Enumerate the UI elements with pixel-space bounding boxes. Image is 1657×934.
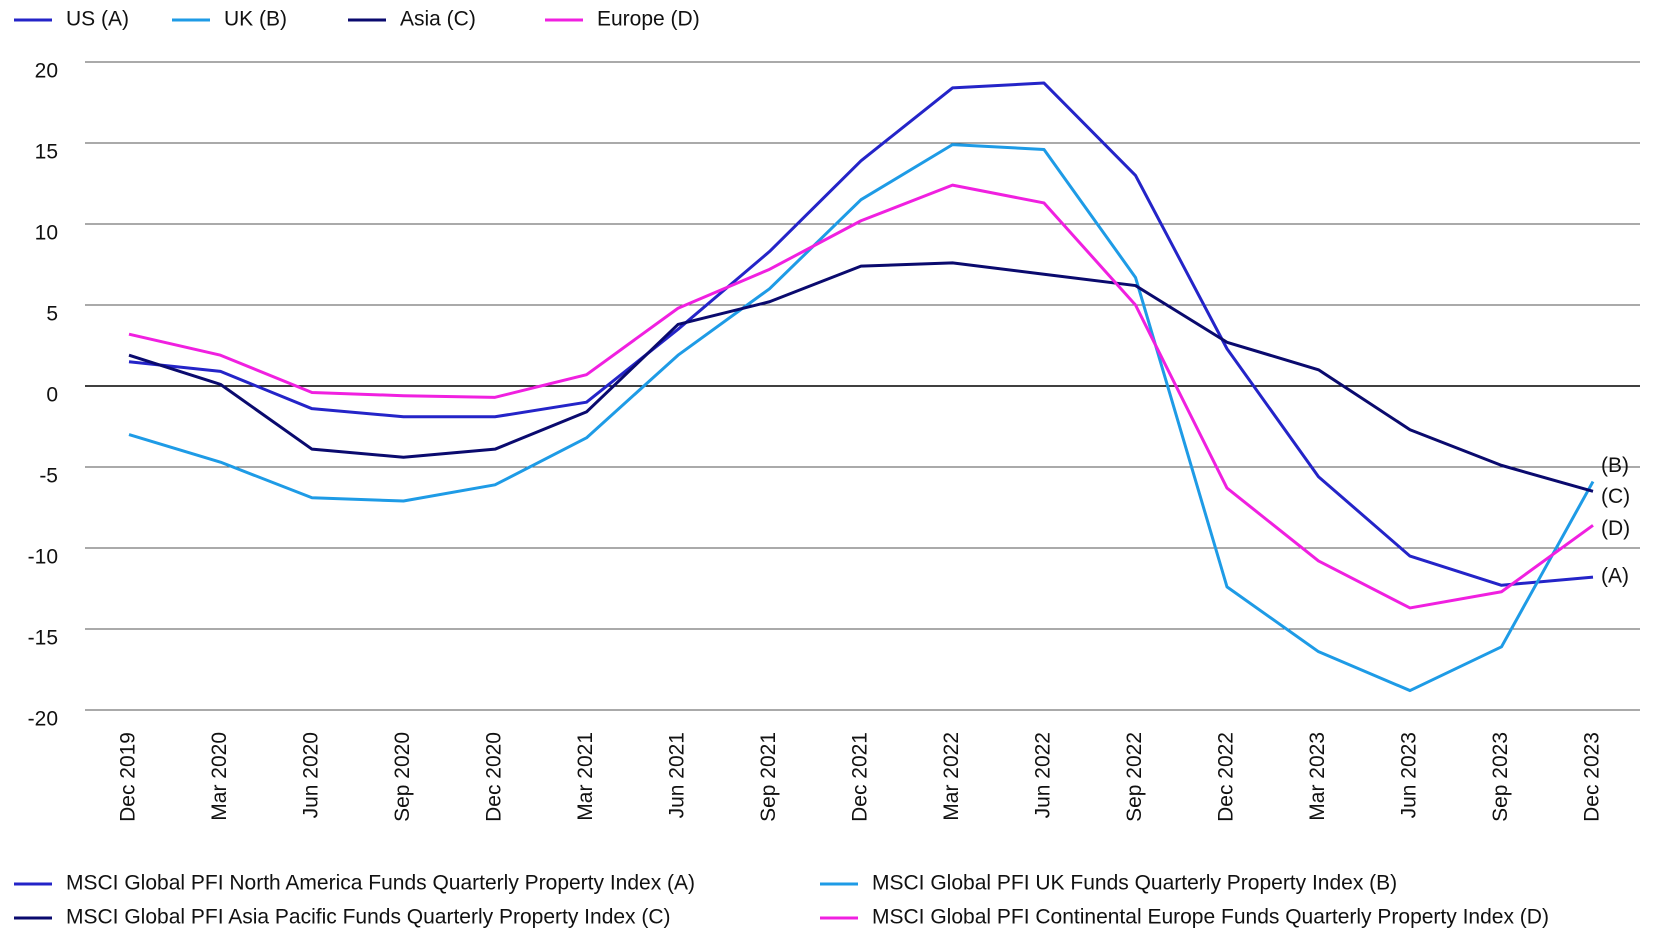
legend-description: MSCI Global PFI Continental Europe Funds… [872,906,1549,929]
x-tick-label: Jun 2023 [1398,732,1421,818]
legend-label: US (A) [66,8,129,31]
x-tick-label: Dec 2022 [1215,732,1238,822]
x-tick-label: Sep 2020 [391,732,414,822]
x-tick-label: Mar 2022 [940,732,963,821]
y-tick-label: -5 [39,465,58,488]
end-label: (C) [1601,485,1630,508]
x-tick-label: Dec 2020 [483,732,506,822]
end-label: (D) [1601,517,1630,540]
end-label: (B) [1601,454,1629,477]
x-tick-label: Sep 2022 [1123,732,1146,822]
end-label: (A) [1601,565,1629,588]
legend-description: MSCI Global PFI UK Funds Quarterly Prope… [872,872,1397,895]
y-tick-label: -15 [28,627,58,650]
y-tick-label: 0 [46,384,58,407]
series-line [128,143,1595,693]
y-tick-label: 5 [46,303,58,326]
y-tick-label: 20 [35,60,58,83]
legend-label: Europe (D) [597,8,700,31]
x-tick-label: Mar 2020 [208,732,231,821]
x-tick-label: Dec 2023 [1581,732,1604,822]
y-tick-label: -20 [28,708,58,731]
legend-label: Asia (C) [400,8,476,31]
y-tick-label: -10 [28,546,58,569]
x-tick-label: Dec 2019 [117,732,140,822]
x-tick-label: Jun 2020 [300,732,323,818]
x-tick-label: Mar 2023 [1306,732,1329,821]
legend-label: UK (B) [224,8,287,31]
legend-description: MSCI Global PFI North America Funds Quar… [66,872,695,895]
x-tick-label: Sep 2023 [1489,732,1512,822]
y-tick-label: 10 [35,222,58,245]
series-line [128,261,1594,493]
legend-description: MSCI Global PFI Asia Pacific Funds Quart… [66,906,671,929]
x-tick-label: Jun 2022 [1032,732,1055,818]
series-line [128,81,1594,587]
x-tick-label: Dec 2021 [849,732,872,822]
x-tick-label: Sep 2021 [757,732,780,822]
x-tick-label: Jun 2021 [666,732,689,818]
y-tick-label: 15 [35,141,58,164]
x-tick-label: Mar 2021 [574,732,597,821]
series-line [128,183,1594,610]
